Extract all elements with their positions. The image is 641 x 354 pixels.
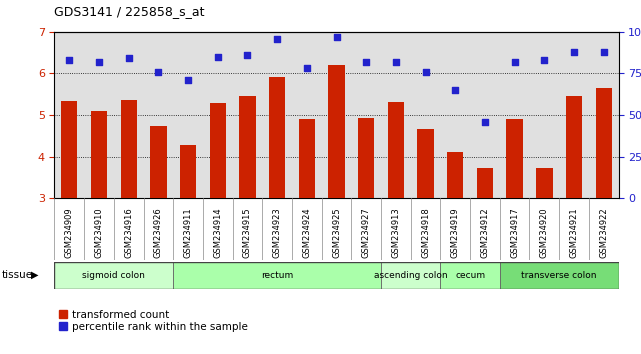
Bar — [328, 65, 345, 198]
Text: GSM234923: GSM234923 — [272, 207, 281, 258]
Bar — [210, 103, 226, 198]
Bar — [121, 101, 137, 198]
Bar — [54, 262, 173, 289]
Bar — [595, 88, 612, 198]
Bar — [500, 262, 619, 289]
Text: GSM234918: GSM234918 — [421, 207, 430, 258]
Bar — [388, 102, 404, 198]
Bar — [269, 77, 285, 198]
Text: rectum: rectum — [261, 271, 294, 280]
Bar — [536, 168, 553, 198]
Text: GSM234925: GSM234925 — [332, 207, 341, 258]
Bar — [239, 96, 256, 198]
Point — [213, 54, 223, 59]
Point — [124, 56, 134, 61]
Legend: transformed count, percentile rank within the sample: transformed count, percentile rank withi… — [60, 310, 248, 332]
Bar — [477, 168, 493, 198]
Point — [420, 69, 431, 75]
Bar — [381, 262, 440, 289]
Point — [153, 69, 163, 75]
Point — [331, 34, 342, 40]
Text: GSM234911: GSM234911 — [183, 207, 192, 258]
Text: GSM234914: GSM234914 — [213, 207, 222, 258]
Text: GSM234921: GSM234921 — [570, 207, 579, 258]
Bar — [173, 262, 381, 289]
Text: GSM234915: GSM234915 — [243, 207, 252, 258]
Text: ascending colon: ascending colon — [374, 271, 447, 280]
Text: transverse colon: transverse colon — [521, 271, 597, 280]
Bar — [299, 119, 315, 198]
Text: GSM234917: GSM234917 — [510, 207, 519, 258]
Point — [64, 57, 74, 63]
Bar — [61, 101, 78, 198]
Text: GDS3141 / 225858_s_at: GDS3141 / 225858_s_at — [54, 5, 205, 18]
Text: cecum: cecum — [455, 271, 485, 280]
Bar — [358, 118, 374, 198]
Text: GSM234920: GSM234920 — [540, 207, 549, 258]
Bar — [447, 153, 463, 198]
Point — [391, 59, 401, 65]
Point — [480, 119, 490, 125]
Point — [302, 65, 312, 71]
Bar — [91, 111, 107, 198]
Point — [569, 49, 579, 55]
Point — [272, 36, 282, 41]
Point — [510, 59, 520, 65]
Point — [94, 59, 104, 65]
Text: tissue: tissue — [1, 270, 33, 280]
Bar — [180, 145, 196, 198]
Text: GSM234924: GSM234924 — [303, 207, 312, 258]
Text: sigmoid colon: sigmoid colon — [83, 271, 146, 280]
Point — [599, 49, 609, 55]
Point — [450, 87, 460, 93]
Bar — [506, 119, 523, 198]
Text: GSM234909: GSM234909 — [65, 207, 74, 258]
Bar — [566, 96, 582, 198]
Text: ▶: ▶ — [31, 270, 38, 280]
Text: GSM234922: GSM234922 — [599, 207, 608, 258]
Bar — [417, 129, 434, 198]
Point — [361, 59, 371, 65]
Text: GSM234927: GSM234927 — [362, 207, 370, 258]
Point — [242, 52, 253, 58]
Text: GSM234910: GSM234910 — [94, 207, 103, 258]
Bar — [150, 126, 167, 198]
Text: GSM234919: GSM234919 — [451, 207, 460, 258]
Bar — [440, 262, 500, 289]
Text: GSM234913: GSM234913 — [392, 207, 401, 258]
Point — [539, 57, 549, 63]
Text: GSM234916: GSM234916 — [124, 207, 133, 258]
Text: GSM234926: GSM234926 — [154, 207, 163, 258]
Point — [183, 77, 193, 83]
Text: GSM234912: GSM234912 — [481, 207, 490, 258]
